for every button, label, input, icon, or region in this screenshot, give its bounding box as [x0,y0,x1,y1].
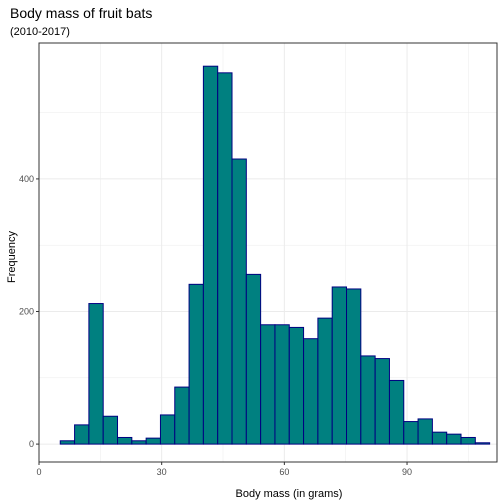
histogram-bar [174,386,190,445]
histogram-bar [217,72,233,445]
histogram-bar [288,326,305,445]
histogram-bar [388,379,405,445]
histogram-bar [403,421,419,445]
x-axis-title: Body mass (in grams) [236,488,343,500]
x-tick-label: 0 [36,467,41,477]
x-tick-label: 30 [157,467,167,477]
y-axis: 0 200 400 [19,174,39,449]
histogram-bar [417,418,433,445]
histogram-bars [59,65,491,445]
histogram-bar [245,273,262,445]
histogram-bar [317,317,333,445]
histogram-bar [303,338,319,445]
histogram-bar [131,440,147,445]
y-axis-title: Frequency [6,231,18,283]
histogram-bar [145,437,161,445]
histogram-bar [431,431,448,445]
histogram-bar [231,158,247,445]
histogram-bar [117,436,133,445]
chart-title: Body mass of fruit bats [10,5,152,21]
y-tick-label: 200 [19,307,34,317]
histogram-bar [202,65,219,445]
histogram-bar [474,442,491,445]
histogram-bar [346,288,362,445]
plot-panel-border [38,42,498,463]
histogram-bar [331,286,348,445]
y-tick-label: 0 [29,439,34,449]
histogram-bar [446,433,462,445]
histogram-bar [102,415,119,445]
x-tick-label: 90 [402,467,412,477]
histogram-bar [88,303,104,445]
histogram-bar [260,324,276,445]
histogram-bar [159,414,176,445]
histogram-bar [74,424,90,445]
x-tick-label: 60 [279,467,289,477]
y-tick-label: 400 [19,174,34,184]
x-axis: 0 30 60 90 [36,462,412,477]
histogram-bar [460,436,476,445]
histogram-bar [188,283,204,445]
histogram-bar [374,358,390,445]
histogram-bar [360,355,376,445]
chart-subtitle: (2010-2017) [10,26,70,38]
histogram-bar [59,440,76,445]
histogram-bar [274,324,290,445]
